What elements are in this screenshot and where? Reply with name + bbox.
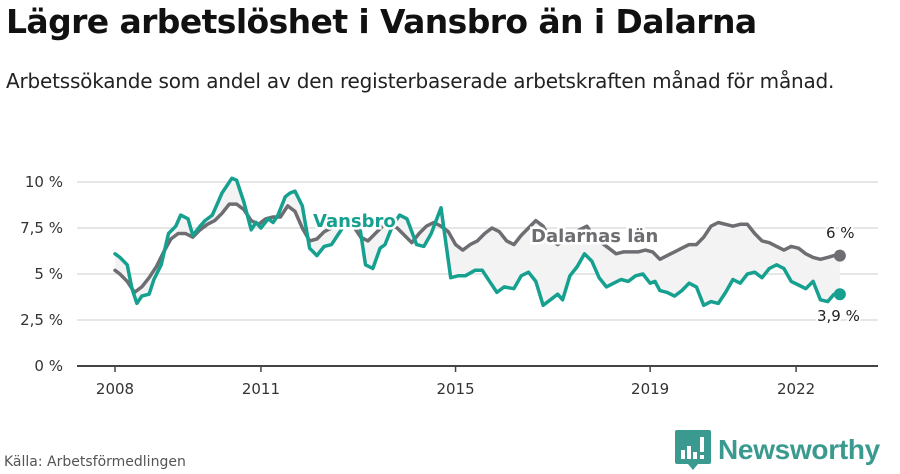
line-chart: 0 % 2,5 % 5 % 7,5 % 10 % 2008 2011 2015 2019 202…	[20, 173, 878, 398]
end-marker-dalarnas-lan	[833, 249, 846, 262]
x-tick-label: 2019	[631, 380, 669, 398]
chart-title: Lägre arbetslöshet i Vansbro än i Dalarn…	[6, 2, 757, 41]
brand-name: Newsworthy	[718, 434, 880, 465]
newsworthy-logo[interactable]: Newsworthy	[674, 429, 880, 471]
end-value-label-dalarnas-lan: 6 %	[826, 224, 855, 242]
x-tick-label: 2011	[242, 380, 280, 398]
y-tick-label: 0 %	[34, 357, 63, 375]
series-line-dalarnas-lan	[113, 202, 842, 295]
x-axis: 2008 2011 2015 2019 2022	[77, 365, 878, 398]
y-tick-label: 2,5 %	[20, 311, 63, 329]
x-tick-label: 2008	[96, 380, 134, 398]
series-label-vansbro: Vansbro	[313, 211, 396, 232]
y-tick-label: 5 %	[34, 265, 63, 283]
chart-subtitle: Arbetssökande som andel av den registerb…	[6, 69, 835, 93]
end-value-label-vansbro: 3,9 %	[817, 307, 860, 325]
series-line-vansbro	[113, 176, 842, 308]
bar-chart-speech-bubble-icon	[675, 430, 711, 470]
y-tick-label: 7,5 %	[20, 219, 63, 237]
x-tick-label: 2022	[777, 380, 815, 398]
series-label-dalarnas-lan: Dalarnas län	[531, 226, 658, 247]
x-tick-label: 2015	[436, 380, 474, 398]
source-note: Källa: Arbetsförmedlingen	[4, 454, 186, 470]
y-tick-label: 10 %	[25, 173, 63, 191]
end-marker-vansbro	[833, 288, 846, 301]
y-axis-ticks: 0 % 2,5 % 5 % 7,5 % 10 %	[20, 173, 63, 375]
